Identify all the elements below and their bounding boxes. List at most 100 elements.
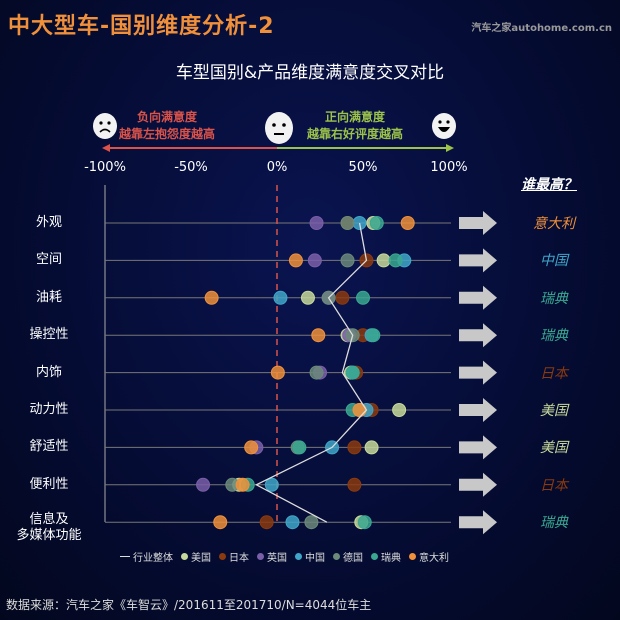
arrow-right-icon (459, 285, 497, 310)
winner-label: 美国 (540, 440, 568, 457)
winner-label: 瑞典 (540, 515, 568, 532)
overall-line (254, 222, 368, 523)
category-label: 舒适性 (29, 439, 69, 455)
winner-label: 瑞典 (540, 290, 568, 307)
category-label: 外观 (35, 215, 62, 230)
legend-label: 瑞典 (381, 553, 401, 564)
category-label: 空间 (35, 252, 62, 268)
point-美国 (364, 440, 379, 455)
point-意大利 (244, 440, 259, 455)
point-中国 (264, 477, 279, 492)
point-美国 (300, 290, 315, 305)
legend-item: 意大利 (409, 549, 449, 564)
positive-scale-label: 正向满意度越靠右好评度越高 (300, 109, 410, 143)
negative-desc: 越靠左抱怨度越高 (118, 127, 215, 141)
point-日本 (335, 290, 350, 305)
point-瑞典 (388, 253, 403, 268)
arrow-right-icon (459, 360, 497, 385)
point-意大利 (270, 365, 285, 380)
point-日本 (347, 477, 362, 492)
point-瑞典 (345, 365, 360, 380)
point-中国 (273, 290, 288, 305)
winner-label: 意大利 (533, 216, 575, 232)
legend-item: 中国 (295, 549, 325, 564)
negative-arrowhead (102, 144, 110, 152)
legend: 行业整体 美国 日本 英国 中国 德国 瑞典 意大利 (120, 549, 449, 564)
positive-desc: 越靠右好评度越高 (306, 127, 403, 141)
legend-item: 瑞典 (371, 549, 401, 564)
negative-title: 负向满意度 (136, 110, 197, 124)
winner-label: 美国 (540, 403, 568, 419)
category-label: 操控性 (29, 327, 69, 343)
legend-item: 英国 (257, 549, 287, 564)
point-日本 (259, 515, 274, 530)
neutral-face-icon (265, 112, 293, 144)
brand-logo: 汽车之家autohome.com.cn (471, 23, 612, 34)
legend-label: 意大利 (419, 553, 449, 564)
point-德国 (340, 216, 355, 230)
winner-label: 中国 (540, 253, 568, 270)
legend-marker (333, 553, 340, 560)
negative-scale-label: 负向满意度越靠左抱怨度越高 (112, 109, 222, 143)
legend-marker (371, 553, 378, 560)
legend-label: 行业整体 (133, 553, 173, 564)
sad-face-icon (93, 113, 117, 139)
point-意大利 (311, 328, 326, 343)
legend-label: 美国 (191, 553, 211, 564)
positive-arrowhead (446, 144, 454, 152)
arrow-right-icon (459, 472, 497, 497)
point-英国 (309, 216, 324, 230)
legend-marker (257, 553, 264, 560)
point-瑞典 (292, 440, 307, 455)
positive-title: 正向满意度 (324, 110, 385, 124)
point-瑞典 (357, 515, 372, 530)
arrow-right-icon (459, 323, 497, 348)
point-瑞典 (356, 290, 370, 305)
legend-label: 中国 (305, 553, 325, 564)
legend-label: 英国 (267, 553, 287, 564)
legend-item: 德国 (333, 549, 363, 564)
point-英国 (196, 477, 211, 492)
point-意大利 (204, 290, 219, 305)
happy-face-icon (432, 113, 456, 139)
point-意大利 (288, 253, 303, 268)
winner-label: 日本 (540, 477, 568, 494)
point-德国 (304, 515, 319, 530)
legend-item: 日本 (219, 549, 249, 564)
category-label: 信息及 多媒体功能 (16, 512, 82, 544)
arrow-right-icon (459, 398, 497, 422)
legend-marker (120, 555, 130, 558)
legend-marker (409, 553, 416, 560)
category-label: 动力性 (29, 402, 69, 417)
point-意大利 (400, 216, 415, 230)
point-日本 (347, 440, 362, 455)
point-美国 (392, 403, 407, 417)
data-source: 数据来源：汽车之家《车智云》/201611至201710/N=4044位车主 (6, 598, 372, 612)
point-德国 (309, 365, 324, 380)
arrow-right-icon (459, 510, 497, 535)
category-label: 内饰 (35, 364, 62, 380)
x-tick-label: -100% (84, 160, 126, 175)
point-德国 (340, 253, 355, 268)
arrow-right-icon (459, 248, 497, 273)
point-意大利 (213, 515, 228, 530)
point-英国 (307, 253, 322, 268)
legend-marker (181, 553, 188, 560)
legend-marker (219, 553, 226, 560)
legend-item: 行业整体 (120, 549, 173, 564)
legend-label: 德国 (343, 553, 363, 564)
arrow-right-icon (459, 211, 497, 235)
x-tick-label: -50% (174, 160, 208, 175)
x-tick-label: 100% (430, 160, 468, 175)
legend-item: 美国 (181, 549, 211, 564)
winner-label: 日本 (540, 365, 568, 382)
winners-title: 谁最高？ (521, 177, 577, 193)
category-label: 便利性 (29, 476, 69, 492)
x-tick-label: 0% (266, 160, 288, 175)
point-意大利 (235, 477, 250, 492)
chart-subtitle: 车型国别&产品维度满意度交叉对比 (175, 63, 445, 83)
category-label: 油耗 (35, 289, 62, 305)
point-瑞典 (366, 328, 381, 343)
point-瑞典 (369, 216, 384, 230)
point-美国 (376, 253, 391, 268)
